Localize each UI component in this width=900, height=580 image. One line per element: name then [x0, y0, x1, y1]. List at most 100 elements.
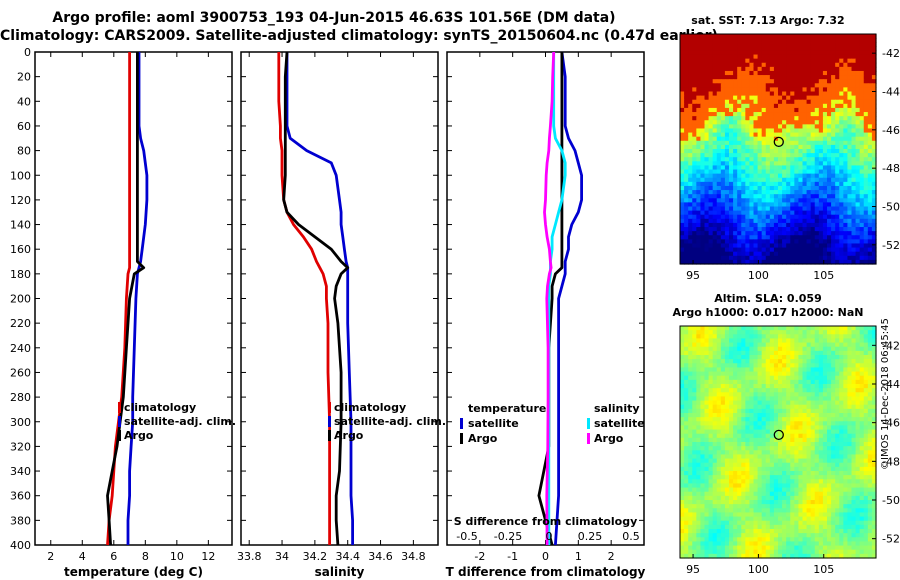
map-cell — [692, 471, 697, 476]
map-cell — [688, 413, 693, 418]
map-cell — [700, 326, 706, 331]
map-cell — [806, 388, 812, 393]
map-cell — [749, 425, 755, 431]
map-cell — [696, 222, 702, 228]
map-cell — [700, 165, 706, 171]
map-cell — [782, 128, 787, 134]
map-cell — [741, 342, 746, 348]
map-cell — [729, 243, 734, 249]
map-cell — [708, 379, 714, 385]
map-cell — [765, 132, 771, 138]
map-cell — [749, 483, 755, 489]
map-cell — [720, 144, 726, 150]
map-cell — [871, 103, 877, 109]
map-cell — [745, 429, 751, 435]
map-cell — [712, 169, 718, 175]
map-cell — [724, 95, 730, 101]
map-cell — [831, 491, 836, 497]
x-tick-label: 34.8 — [401, 550, 426, 563]
map-cell — [761, 214, 767, 220]
map-cell — [761, 136, 767, 142]
map-cell — [684, 458, 689, 464]
map-cell — [712, 367, 718, 373]
map-cell — [680, 112, 685, 117]
map-cell — [839, 227, 844, 232]
map-cell — [778, 91, 783, 97]
map-cell — [859, 218, 865, 224]
map-cell — [786, 34, 791, 39]
map-cell — [773, 350, 779, 356]
map-cell — [790, 429, 795, 435]
map-cell — [806, 227, 812, 232]
map-cell — [843, 42, 849, 47]
map-cell — [688, 417, 693, 422]
map-cell — [680, 466, 685, 472]
map-cell — [712, 462, 718, 468]
map-cell — [831, 466, 836, 472]
map-cell — [806, 363, 812, 369]
map-cell — [814, 255, 820, 261]
map-cell — [696, 408, 702, 414]
map-cell — [839, 153, 844, 158]
map-cell — [831, 66, 836, 72]
map-cell — [798, 91, 804, 97]
map-cell — [708, 367, 714, 373]
map-cell — [688, 342, 693, 348]
map-cell — [765, 50, 771, 56]
map-cell — [757, 231, 763, 236]
map-cell — [822, 157, 828, 162]
map-cell — [786, 330, 791, 335]
map-cell — [745, 259, 751, 265]
map-cell — [847, 371, 853, 377]
map-cell — [778, 466, 783, 472]
map-cell — [753, 247, 759, 253]
map-cell — [724, 112, 730, 117]
map-cell — [708, 483, 714, 489]
map-cell — [716, 103, 722, 109]
map-cell — [831, 359, 836, 364]
map-cell — [724, 371, 730, 377]
map-cell — [818, 218, 824, 224]
map-cell — [684, 169, 689, 175]
map-cell — [839, 334, 844, 340]
map-cell — [696, 359, 702, 364]
map-cell — [851, 75, 857, 80]
map-cell — [782, 227, 787, 232]
map-cell — [708, 408, 714, 414]
map-cell — [700, 413, 706, 418]
map-cell — [700, 206, 706, 212]
map-cell — [822, 210, 828, 216]
map-cell — [790, 384, 795, 389]
map-cell — [818, 38, 824, 43]
map-cell — [757, 413, 763, 418]
map-cell — [843, 346, 849, 352]
map-cell — [798, 206, 804, 212]
map-cell — [794, 91, 800, 97]
map-cell — [839, 367, 844, 373]
map-cell — [839, 379, 844, 385]
map-cell — [871, 218, 877, 224]
map-cell — [704, 58, 710, 64]
map-cell — [871, 120, 877, 125]
map-cell — [733, 58, 738, 64]
map-cell — [871, 433, 877, 439]
map-cell — [761, 259, 767, 265]
map-cell — [692, 107, 697, 113]
map-cell — [871, 132, 877, 138]
map-cell — [704, 95, 710, 101]
map-cell — [704, 454, 710, 460]
map-cell — [806, 50, 812, 56]
map-cell — [741, 363, 746, 369]
map-cell — [769, 259, 775, 265]
map-cell — [855, 214, 861, 220]
map-cell — [712, 95, 718, 101]
map-cell — [855, 355, 861, 360]
map-cell — [749, 371, 755, 377]
map-cell — [729, 62, 734, 68]
map-cell — [745, 34, 751, 39]
map-cell — [700, 153, 706, 158]
map-cell — [688, 132, 693, 138]
map-cell — [708, 243, 714, 249]
map-cell — [798, 255, 804, 261]
map-cell — [822, 231, 828, 236]
